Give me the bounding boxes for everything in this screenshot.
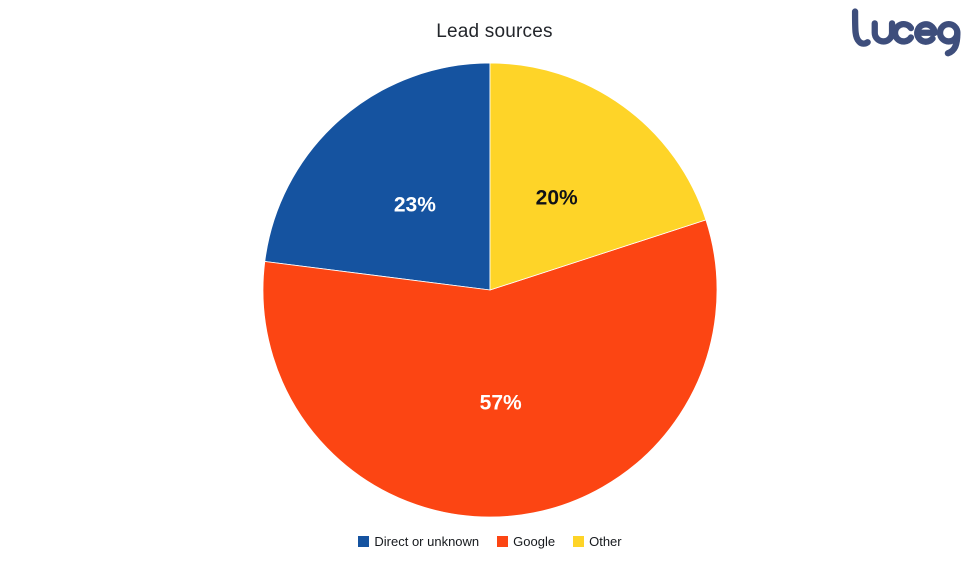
logo-letter-l <box>851 8 871 47</box>
lucep-logo <box>848 7 966 57</box>
pie-slice-google[interactable] <box>262 219 718 518</box>
legend-item-google[interactable]: Google <box>497 534 555 549</box>
legend-swatch <box>497 536 509 547</box>
legend-label: Google <box>513 534 556 549</box>
chart-title: Lead sources <box>436 21 553 42</box>
pie-slice-other[interactable] <box>489 62 707 291</box>
pie-slice-direct-or-unknown[interactable] <box>264 62 491 291</box>
chart-legend: Direct or unknown Google Other <box>0 534 975 549</box>
legend-swatch <box>573 536 585 547</box>
lucep-logo-svg <box>851 8 961 57</box>
logo-letter-e-arc <box>914 21 938 45</box>
logo-letter-c <box>891 21 915 45</box>
logo-letter-p-tail <box>944 29 961 57</box>
legend-swatch <box>358 536 370 547</box>
legend-item-other[interactable]: Other <box>573 534 622 549</box>
legend-item-direct-or-unknown[interactable]: Direct or unknown <box>358 534 479 549</box>
legend-label: Direct or unknown <box>374 534 480 549</box>
logo-letter-u <box>871 20 896 45</box>
legend-label: Other <box>589 534 622 549</box>
